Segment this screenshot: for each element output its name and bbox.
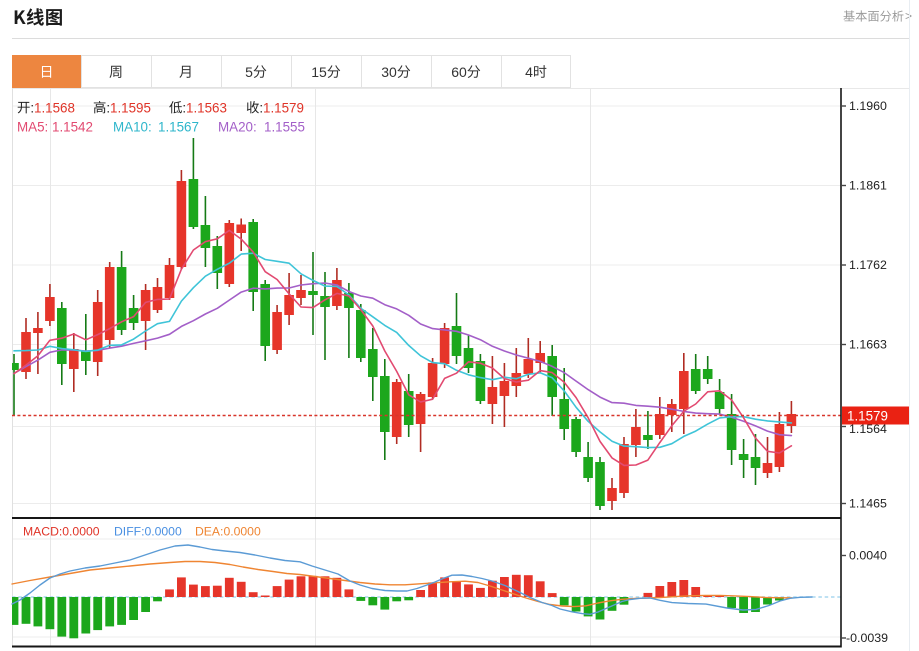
svg-text:5: 5	[245, 64, 253, 80]
svg-text:1.1861: 1.1861	[849, 179, 887, 193]
svg-text::: :	[30, 100, 34, 115]
svg-text:1.1663: 1.1663	[849, 338, 887, 352]
svg-text:1.1564: 1.1564	[849, 422, 887, 436]
svg-text:DEA:0.0000: DEA:0.0000	[195, 525, 261, 539]
svg-text:1.1555: 1.1555	[264, 119, 305, 134]
svg-text::: :	[259, 100, 263, 115]
svg-text:1.1960: 1.1960	[849, 99, 887, 113]
svg-text:30: 30	[381, 64, 397, 80]
svg-text:0.0040: 0.0040	[849, 549, 887, 563]
svg-text:4: 4	[525, 64, 533, 80]
svg-text::: :	[182, 100, 186, 115]
svg-text:1.1567: 1.1567	[158, 119, 199, 134]
svg-text:1.1563: 1.1563	[186, 100, 227, 115]
svg-text:MACD:0.0000: MACD:0.0000	[23, 525, 100, 539]
svg-text::: :	[106, 100, 110, 115]
svg-text:MA20:: MA20:	[218, 119, 257, 134]
svg-text:DIFF:0.0000: DIFF:0.0000	[114, 525, 182, 539]
svg-text:>: >	[905, 9, 912, 23]
svg-text:1.1568: 1.1568	[34, 100, 75, 115]
svg-text:15: 15	[311, 64, 327, 80]
svg-text:1.1542: 1.1542	[52, 119, 93, 134]
svg-text:MA5:: MA5:	[17, 119, 48, 134]
svg-text:1.1465: 1.1465	[849, 497, 887, 511]
svg-text:1.1579: 1.1579	[847, 409, 888, 424]
svg-text:-0.0039: -0.0039	[846, 631, 888, 645]
svg-text:1.1595: 1.1595	[110, 100, 151, 115]
svg-text:60: 60	[451, 64, 467, 80]
svg-text:1.1579: 1.1579	[263, 100, 304, 115]
svg-text:1.1762: 1.1762	[849, 258, 887, 272]
svg-text:MA10:: MA10:	[113, 119, 152, 134]
